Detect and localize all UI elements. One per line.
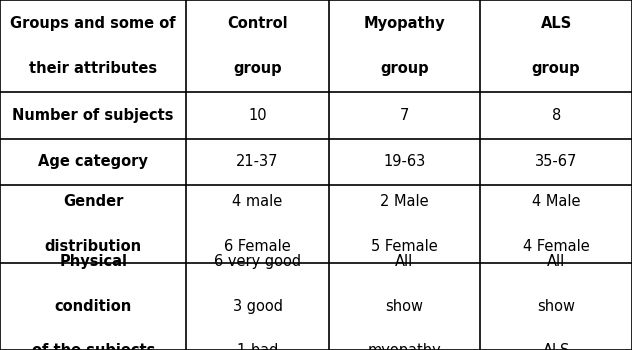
Text: 6 very good

3 good

1 bad: 6 very good 3 good 1 bad (214, 254, 301, 350)
Text: 19-63: 19-63 (384, 154, 425, 169)
Text: 21-37: 21-37 (236, 154, 279, 169)
Text: Myopathy

group: Myopathy group (363, 16, 446, 76)
Text: ALS

group: ALS group (532, 16, 580, 76)
Text: Groups and some of

their attributes: Groups and some of their attributes (10, 16, 176, 76)
Text: 7: 7 (400, 108, 409, 123)
Text: All

show

ALS: All show ALS (537, 254, 575, 350)
Text: Physical

condition

of the subjects: Physical condition of the subjects (32, 254, 155, 350)
Text: 4 Male

4 Female: 4 Male 4 Female (523, 194, 590, 254)
Text: Number of subjects: Number of subjects (13, 108, 174, 123)
Text: All

show

myopathy: All show myopathy (368, 254, 441, 350)
Text: Gender

distribution: Gender distribution (45, 194, 142, 254)
Text: 8: 8 (552, 108, 561, 123)
Text: 35-67: 35-67 (535, 154, 578, 169)
Text: Control

group: Control group (228, 16, 288, 76)
Text: Age category: Age category (39, 154, 148, 169)
Text: 10: 10 (248, 108, 267, 123)
Text: 2 Male

5 Female: 2 Male 5 Female (371, 194, 438, 254)
Text: 4 male

6 Female: 4 male 6 Female (224, 194, 291, 254)
